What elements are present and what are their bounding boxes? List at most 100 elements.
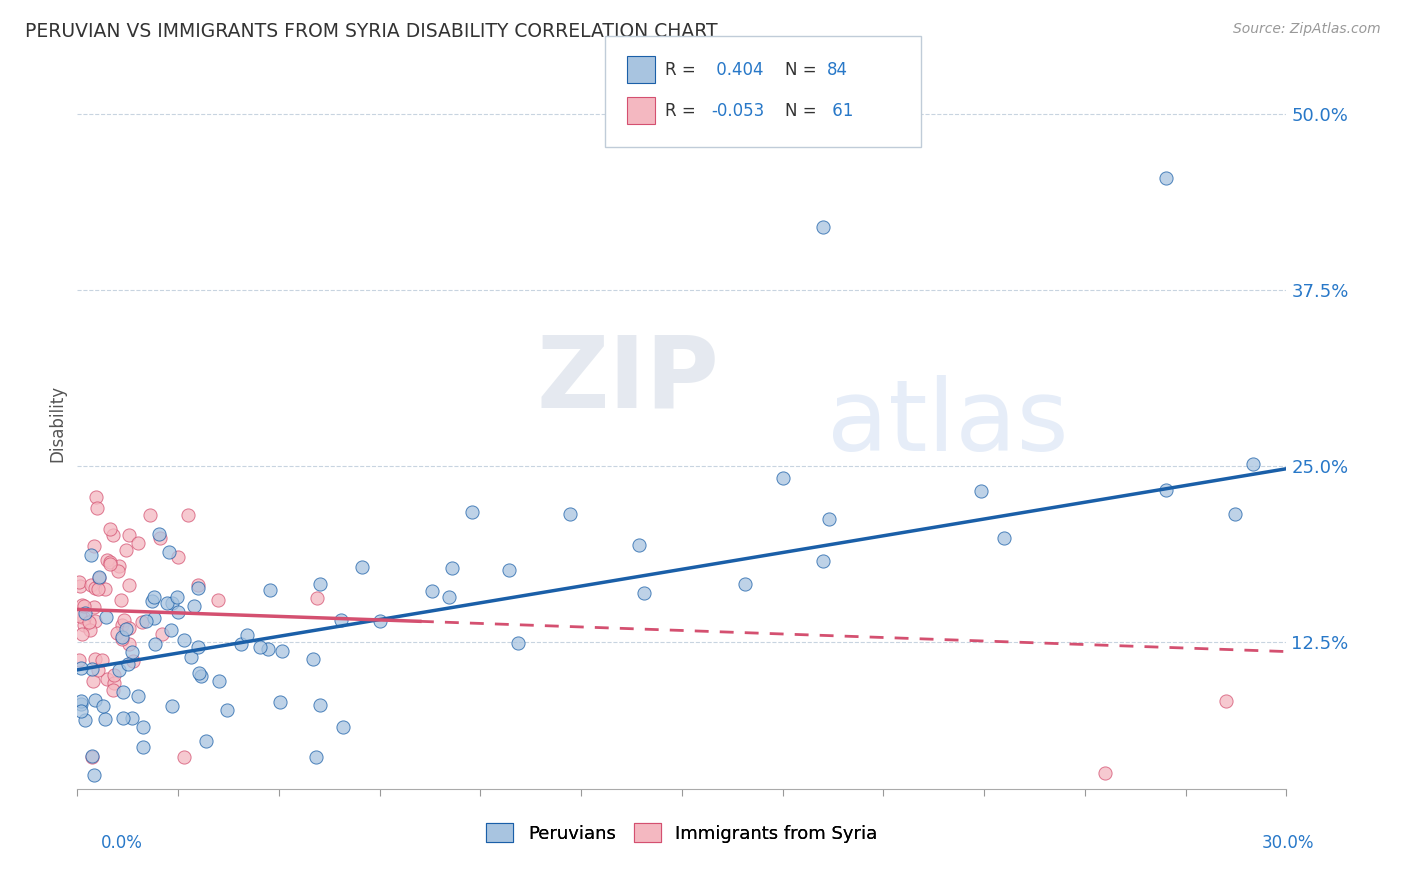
Text: N =: N = xyxy=(785,102,821,120)
Point xyxy=(103,676,125,690)
Point xyxy=(67,653,90,667)
Point xyxy=(101,527,124,541)
Text: Source: ZipAtlas.com: Source: ZipAtlas.com xyxy=(1233,22,1381,37)
Text: N =: N = xyxy=(785,61,821,78)
Point xyxy=(84,652,107,666)
Point xyxy=(633,585,655,599)
Point xyxy=(83,581,105,595)
Point xyxy=(166,606,188,620)
Point xyxy=(159,623,181,637)
Point xyxy=(80,548,103,562)
Point xyxy=(108,663,131,677)
Point xyxy=(127,690,149,704)
Point xyxy=(143,637,166,651)
Point xyxy=(69,579,91,593)
Text: -0.053: -0.053 xyxy=(711,102,765,120)
Point xyxy=(70,697,93,711)
Point xyxy=(67,575,90,590)
Point xyxy=(190,669,212,683)
Point xyxy=(118,621,141,635)
Text: 30.0%: 30.0% xyxy=(1263,834,1315,852)
Point xyxy=(236,628,259,642)
Text: 84: 84 xyxy=(827,61,848,78)
Point xyxy=(98,555,121,569)
Point xyxy=(115,622,138,636)
Point xyxy=(461,505,484,519)
Point xyxy=(734,576,756,591)
Point xyxy=(148,527,170,541)
Point xyxy=(162,596,184,610)
Point xyxy=(257,642,280,657)
Point xyxy=(110,593,132,607)
Point xyxy=(330,613,353,627)
Point xyxy=(308,576,330,591)
Point xyxy=(141,593,163,607)
Point xyxy=(1243,457,1265,471)
Point xyxy=(80,577,103,591)
Y-axis label: Disability: Disability xyxy=(48,385,66,462)
Point xyxy=(94,582,117,596)
Point xyxy=(98,558,121,572)
Point xyxy=(131,615,153,630)
Point xyxy=(121,711,143,725)
Text: PERUVIAN VS IMMIGRANTS FROM SYRIA DISABILITY CORRELATION CHART: PERUVIAN VS IMMIGRANTS FROM SYRIA DISABI… xyxy=(25,22,718,41)
Point xyxy=(98,522,121,536)
Point xyxy=(628,538,651,552)
Point xyxy=(772,471,794,485)
Point xyxy=(176,508,198,522)
Point xyxy=(149,531,172,545)
Point xyxy=(1223,507,1246,521)
Point xyxy=(150,627,173,641)
Point xyxy=(87,582,110,596)
Point xyxy=(87,663,110,677)
Point xyxy=(82,673,104,688)
Point xyxy=(187,581,209,595)
Point xyxy=(132,739,155,754)
Point xyxy=(352,559,374,574)
Point xyxy=(84,490,107,504)
Point xyxy=(94,610,117,624)
Point xyxy=(970,483,993,498)
Point xyxy=(73,611,96,625)
Point xyxy=(118,578,141,592)
Text: R =: R = xyxy=(665,102,702,120)
Point xyxy=(207,673,229,688)
Point xyxy=(215,703,238,717)
Point xyxy=(80,662,103,676)
Point xyxy=(167,550,190,565)
Point xyxy=(111,630,134,644)
Point xyxy=(305,750,328,764)
Point xyxy=(207,592,229,607)
Point xyxy=(1215,694,1237,708)
Point xyxy=(103,668,125,682)
Point xyxy=(105,626,128,640)
Point xyxy=(1154,170,1177,185)
Point xyxy=(259,582,281,597)
Text: 0.404: 0.404 xyxy=(711,61,763,78)
Point xyxy=(112,685,135,699)
Point xyxy=(187,666,209,681)
Point xyxy=(229,638,252,652)
Point xyxy=(96,553,118,567)
Point xyxy=(118,637,141,651)
Point xyxy=(79,623,101,637)
Point xyxy=(1154,483,1177,497)
Point xyxy=(70,627,93,641)
Point xyxy=(156,596,179,610)
Point xyxy=(91,699,114,714)
Point xyxy=(249,640,271,655)
Point xyxy=(187,578,209,592)
Point xyxy=(70,599,93,613)
Point xyxy=(160,699,183,714)
Point xyxy=(107,558,129,573)
Point xyxy=(112,711,135,725)
Point xyxy=(103,683,125,698)
Point xyxy=(166,590,188,604)
Point xyxy=(498,563,520,577)
Point xyxy=(89,571,111,585)
Text: ZIP: ZIP xyxy=(537,331,720,428)
Point xyxy=(83,614,105,628)
Point xyxy=(73,607,96,621)
Point xyxy=(73,599,96,614)
Point xyxy=(420,584,443,599)
